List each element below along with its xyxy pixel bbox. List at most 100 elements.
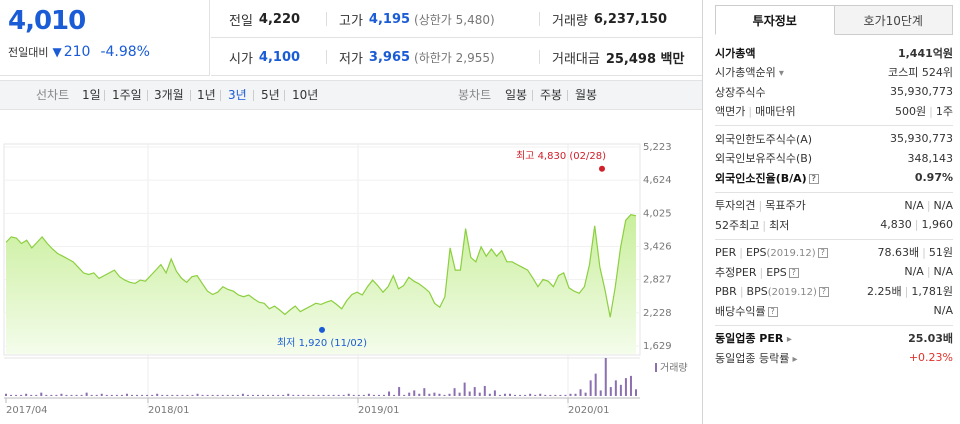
y-tick-label: 3,426 [643,242,672,253]
volume-bar [372,394,375,396]
volume-bar [493,390,496,396]
volume-bar [554,394,557,396]
volume-bar [312,394,315,396]
volume-bar [473,387,476,396]
change-amount: 210 [63,44,91,60]
volume-bar [95,394,98,396]
volume-bar [206,394,209,396]
weekly-candle-button[interactable]: 주봉 [540,88,563,102]
period-1d-button[interactable]: 1일 [82,88,101,102]
tab-investment-info[interactable]: 투자정보 [715,5,835,35]
volume-bar [635,389,637,396]
volume-bar [267,394,270,396]
volume-bar [307,394,310,396]
period-3y-button[interactable]: 3년 [228,88,247,102]
help-icon[interactable]: ? [788,267,799,278]
period-5y-button[interactable]: 5년 [261,88,280,102]
stock-panel: 4,010 전일대비 ▼ 210 -4.98% 전일 4,220 고가 4,19… [0,0,702,416]
volume-bar [120,394,123,396]
volume-bar [599,390,602,396]
volume-bar [196,393,199,396]
y-tick-label: 2,228 [643,308,672,319]
volume-cell: 거래량 6,237,150 [552,0,667,38]
chevron-right-icon[interactable]: ▸ [783,334,792,346]
prev-close-cell: 전일 4,220 [229,0,300,38]
volume-bar [257,394,259,396]
shares-row: 상장주식수 35,930,773 [715,82,953,102]
low-annotation: 최저 1,920 (11/02) [277,337,367,349]
help-icon[interactable]: ? [818,286,829,297]
help-icon[interactable]: ? [808,173,819,184]
bps-value: 1,781원 [911,285,953,299]
quote-row-1: 전일 4,220 고가 4,195 (상한가 5,480) 거래량 6,237,… [211,0,702,38]
volume-bar [70,394,73,396]
y-tick-label: 5,223 [643,142,672,153]
volume-bar [403,394,406,396]
volume-bar [624,378,627,396]
face-label: 액면가 [715,105,746,119]
help-icon[interactable]: ? [817,247,828,258]
opinion-group: 투자의견 | 목표주가 N/A | N/A 52주최고 | 최저 4,830 | 1,960 [715,193,953,240]
volume-bar [488,393,491,396]
volume-bar [534,394,537,396]
period-1y-button[interactable]: 1년 [197,88,216,102]
market-cap-value: 1,441억원 [897,46,953,60]
monthly-candle-button[interactable]: 월봉 [575,88,598,102]
price-area-fill [6,214,636,354]
volume-bar [302,394,305,396]
period-10y-button[interactable]: 10년 [292,88,319,102]
volume-bar [161,394,164,396]
price-box: 4,010 전일대비 ▼ 210 -4.98% [0,0,210,76]
upper-limit: (상한가 5,480) [414,12,495,27]
help-icon[interactable]: ? [767,306,778,317]
tab-orderbook-10[interactable]: 호가10단계 [834,5,953,35]
week52-low-label: 최저 [769,218,790,232]
lot-value: 1주 [935,105,953,119]
volume-bar [579,389,582,396]
low-cell: 저가 3,965 (하한가 2,955) [339,38,495,76]
volume-bar [322,394,325,396]
industry-change-row: 동일업종 등락률 ▸ +0.23% [715,348,953,368]
per-label: PER [715,245,737,259]
volume-bar [362,394,365,396]
foreign-hold-value: 348,143 [907,151,954,165]
chevron-down-icon[interactable]: ▾ [775,68,784,80]
volume-bar [181,394,184,396]
daily-candle-button[interactable]: 일봉 [505,88,528,102]
volume-bar [115,394,118,396]
volume-bar [519,394,522,396]
per-value: 78.63배 [877,246,920,260]
volume-bar [277,394,280,396]
target-value: N/A [933,198,953,212]
opinion-label: 투자의견 [715,199,756,213]
target-label: 목표주가 [765,199,806,213]
volume-bar [50,394,53,396]
high-cell: 고가 4,195 (상한가 5,480) [339,0,495,38]
volume-bar [241,393,244,396]
volume-bar [297,394,300,396]
chart-toolbar: 선차트 1일 1주일 3개월 1년 3년 5년 10년 봉차트 일봉 주봉 월봉 [0,80,702,110]
volume-bar [85,392,88,396]
valuation-group: PER | EPS(2019.12)? 78.63배 | 51원 추정PER | EPS? … [715,240,953,326]
volume-bar [15,394,18,396]
week52-low-value: 1,960 [921,218,954,232]
industry-change-label: 동일업종 등락률 [715,351,790,365]
volume-bar [423,388,426,396]
market-group: 시가총액 1,441억원 시가총액순위 ▾ 코스피 524위 상장주식수 35,… [715,40,953,126]
volume-bar [332,394,335,396]
price-chart: 5,223 4,624 4,025 3,426 2,827 2,228 1,629 최고 4… [3,142,688,416]
period-3m-button[interactable]: 3개월 [154,88,184,102]
volume-bar [30,394,33,396]
chevron-right-icon[interactable]: ▸ [789,353,798,365]
open-cell: 시가 4,100 [229,38,300,76]
volume-bar [327,394,330,396]
volume-bar [191,394,194,396]
volume-bar [287,393,290,396]
price-line [5,214,637,318]
high-annotation: 최고 4,830 (02/28) [516,150,606,162]
volume-bar [342,394,345,396]
volume-bar [458,392,461,396]
volume-bar [226,394,229,396]
volume-bar [40,392,43,396]
period-1w-button[interactable]: 1주일 [112,88,142,102]
